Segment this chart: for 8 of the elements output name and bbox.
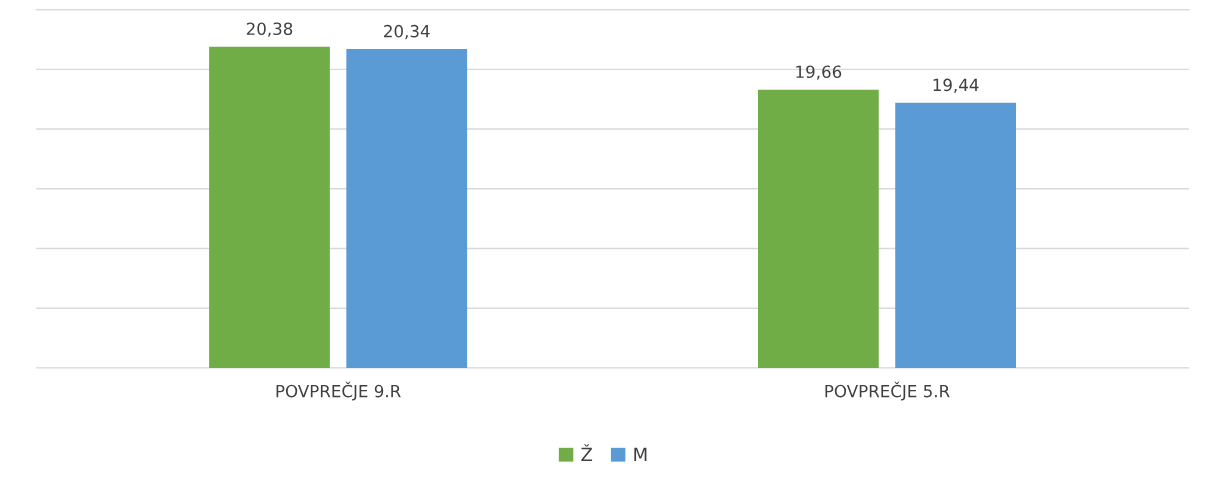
data-label: 20,34 bbox=[384, 24, 430, 40]
x-tick-label: POVPREČJE 5.R bbox=[825, 381, 950, 401]
legend-label: M bbox=[634, 447, 647, 461]
data-label: 19,66 bbox=[796, 65, 842, 80]
legend-label: Ž bbox=[581, 444, 593, 461]
data-label: 20,38 bbox=[246, 22, 293, 37]
data-label: 19,44 bbox=[933, 78, 979, 93]
x-tick-label: POVPREČJE 9.R bbox=[276, 381, 401, 401]
